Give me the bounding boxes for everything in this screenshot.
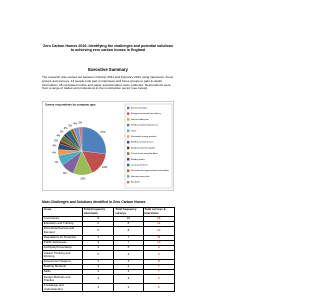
page: Zero Carbon Homes document page {"header…: [42, 44, 176, 293]
title: Zero Carbon Homes 2016: Identifying the …: [43, 44, 173, 53]
legend-swatch: [127, 112, 130, 115]
table-cell: Holistic Thinking and Working: [42, 250, 83, 260]
legend-swatch: [127, 180, 130, 184]
table-cell: 7: [142, 269, 176, 276]
legend-label: Building engineering/services: [131, 124, 158, 127]
slice-label: 2%: [60, 130, 64, 134]
pie-chart: Survey respondents by company type 27% 16…: [42, 101, 174, 191]
table-cell: 9: [142, 250, 176, 260]
slice-label: 4%: [53, 143, 57, 147]
table-row: Holistic Thinking and Working 5 4 9: [42, 250, 176, 260]
slice-label: 4%: [52, 150, 56, 154]
table-cell: 5: [81, 250, 115, 260]
legend-swatch: [127, 135, 130, 138]
table: Issue Total frequency interviews Total fre…: [42, 207, 176, 293]
table-cell: 6: [81, 220, 115, 227]
slice-label: 2%: [78, 121, 82, 125]
slice-label: 13%: [80, 177, 86, 181]
legend-label: Building trades: [131, 158, 145, 161]
paragraph: The research was carried out between Oct…: [42, 75, 173, 91]
table-row: ZCH Attractiveness and Demand 5 8 13: [42, 225, 176, 236]
table-cell: 4: [81, 269, 115, 276]
slice-label: 2%: [68, 123, 72, 127]
table-cell: 13: [142, 225, 176, 236]
section-heading: Executive Summary: [88, 67, 128, 72]
legend-label: Energy assessment/consultancy: [131, 112, 162, 115]
slice-label: 9%: [63, 171, 67, 175]
table-cell: Knowledge and Understanding: [42, 282, 83, 293]
header-row: Issue Total frequency interviews Total fre…: [42, 207, 176, 217]
table-cell: 9: [142, 244, 176, 252]
legend-swatch: [127, 118, 130, 121]
slice-label: 4%: [73, 122, 77, 126]
table-cell: 3: [81, 282, 115, 293]
table-cell: 5: [81, 225, 115, 236]
legend-swatch: [127, 158, 130, 161]
legend-label: Other: [131, 129, 137, 132]
column-header: Total frequency surveys: [113, 207, 144, 217]
table-cell: ZCH Attractiveness and Demand: [42, 225, 83, 236]
table-cell: 6: [142, 274, 176, 284]
table-row: Knowledge and Understanding 3 3 6: [42, 282, 176, 293]
table-cell: 3: [113, 282, 144, 293]
table-body: Cost Issues 8 10 18 Education and Training 6 8…: [42, 215, 176, 293]
legend-label: Building control/services: [131, 141, 153, 144]
table-cell: Design Methods and Practice: [42, 274, 83, 284]
table-cell: 4: [81, 244, 115, 252]
legend-label: Building materials supplier: [131, 146, 156, 149]
legend-label: Architect/designer: [131, 107, 148, 110]
chart-title: Survey respondents by company type: [45, 103, 96, 107]
legend-label: Renewable energy provider: [131, 135, 157, 138]
legend-label: Environmental organisation/sustainabilit…: [131, 169, 170, 172]
table-row: Skills 4 3 7: [42, 269, 176, 276]
column-header: Total frequency interviews: [81, 207, 115, 217]
table-cell: 14: [142, 220, 176, 227]
section-heading: Main Challenges and Solutions identified…: [42, 200, 146, 204]
legend-swatch: [127, 175, 130, 178]
table-row: Education and Training 6 8 14: [42, 220, 176, 227]
legend-label: Local government: [131, 164, 148, 167]
legend-swatch: [127, 163, 130, 167]
legend-swatch: [127, 123, 130, 127]
legend-swatch: [127, 146, 130, 150]
table-cell: 4: [113, 250, 144, 260]
slice-label: 27%: [100, 130, 106, 134]
legend-label: Housing association: [131, 175, 150, 178]
pie-slice: [81, 126, 107, 155]
slice-label: 4%: [64, 126, 68, 130]
table-row: Ambiguity/Uncertainty 4 5 9: [42, 244, 176, 252]
legend-swatch: [127, 129, 130, 132]
table-cell: 3: [81, 274, 115, 284]
legend-swatch: [127, 106, 130, 110]
table-cell: 6: [142, 282, 176, 293]
legend-label: Academic: [131, 181, 140, 184]
legend-swatch: [127, 141, 130, 144]
column-header: Total surveys & interviews: [142, 207, 176, 217]
table-cell: 3: [113, 274, 144, 284]
legend-label: House building firm: [131, 118, 149, 121]
column-header: Issue: [42, 207, 83, 217]
legend-label: Private home owner/landlord: [131, 152, 158, 155]
slice-label: 2%: [54, 138, 58, 142]
table-cell: 8: [113, 225, 144, 236]
document: Zero Carbon Homes 2016: Identifying the …: [42, 44, 176, 293]
slice-label: 7%: [54, 160, 58, 164]
legend-frame: [124, 103, 173, 189]
table-row: Design Methods and Practice 3 3 6: [42, 274, 176, 284]
slice-label: 4%: [56, 134, 60, 138]
slice-label: 16%: [102, 165, 108, 169]
legend-swatch: [127, 152, 130, 155]
pie-slice: [78, 126, 83, 152]
legend-swatch: [127, 169, 130, 172]
